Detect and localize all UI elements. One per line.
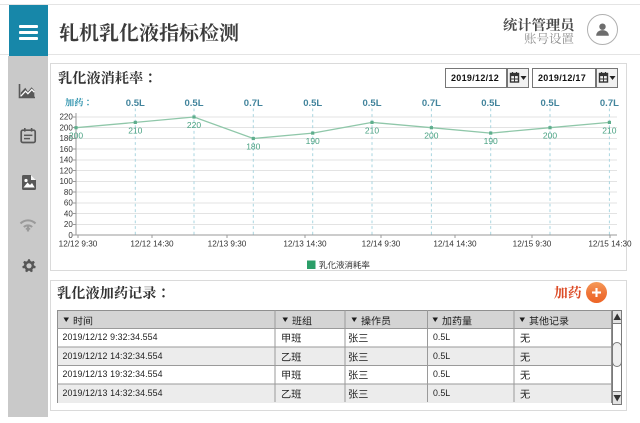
svg-text:12/15 9:30: 12/15 9:30 [513,240,552,249]
svg-text:220: 220 [187,120,201,130]
svg-text:0.5L: 0.5L [303,98,322,109]
svg-text:12/13 9:30: 12/13 9:30 [208,240,247,249]
svg-text:0.5L: 0.5L [362,98,381,109]
svg-text:20: 20 [64,220,73,229]
svg-text:180: 180 [59,134,73,143]
svg-text:0.5L: 0.5L [481,98,500,109]
svg-text:0.5L: 0.5L [126,98,145,109]
svg-text:200: 200 [424,131,438,141]
svg-text:190: 190 [484,136,498,146]
svg-text:190: 190 [306,136,320,146]
svg-text:0.7L: 0.7L [244,98,263,109]
svg-text:12/12 9:30: 12/12 9:30 [59,240,98,249]
svg-text:40: 40 [64,209,73,218]
svg-text:200: 200 [59,123,73,132]
svg-text:210: 210 [365,125,379,135]
svg-text:12/12 14:30: 12/12 14:30 [130,240,174,249]
svg-text:0.7L: 0.7L [422,98,441,109]
svg-text:60: 60 [64,199,73,208]
svg-text:140: 140 [59,156,73,165]
svg-text:12/14 14:30: 12/14 14:30 [433,240,477,249]
svg-text:0.5L: 0.5L [540,98,559,109]
svg-text:12/14 9:30: 12/14 9:30 [362,240,401,249]
svg-text:180: 180 [246,142,260,152]
svg-text:220: 220 [59,113,73,122]
svg-text:0.7L: 0.7L [600,98,619,109]
svg-text:200: 200 [69,131,83,141]
svg-text:80: 80 [64,188,73,197]
svg-text:210: 210 [128,125,142,135]
svg-text:200: 200 [543,131,557,141]
svg-text:100: 100 [59,177,73,186]
svg-text:0: 0 [68,231,73,240]
svg-text:210: 210 [602,125,616,135]
svg-text:120: 120 [59,166,73,175]
svg-text:12/13 14:30: 12/13 14:30 [283,240,327,249]
svg-text:160: 160 [59,145,73,154]
svg-text:12/15 14:30: 12/15 14:30 [588,240,632,249]
svg-text:0.5L: 0.5L [184,98,203,109]
